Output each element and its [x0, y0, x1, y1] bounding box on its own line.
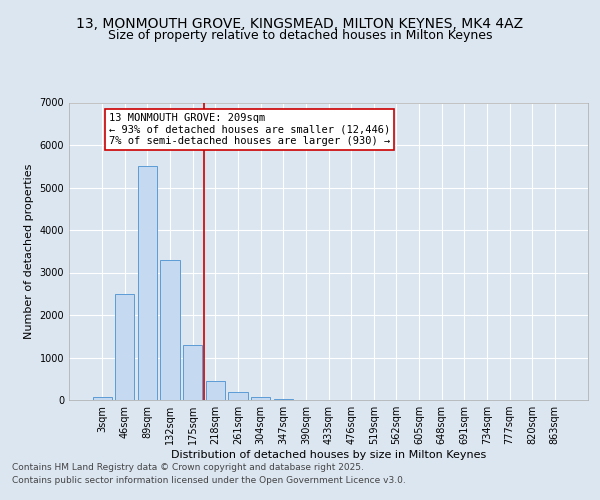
Bar	[206, 381, 225, 400]
Y-axis label: Number of detached properties: Number of detached properties	[24, 164, 34, 339]
Bar	[229, 392, 248, 400]
Text: 13 MONMOUTH GROVE: 209sqm
← 93% of detached houses are smaller (12,446)
7% of se: 13 MONMOUTH GROVE: 209sqm ← 93% of detac…	[109, 113, 390, 146]
Bar	[115, 294, 134, 400]
Bar	[138, 166, 157, 400]
Bar	[160, 260, 180, 400]
Text: 13, MONMOUTH GROVE, KINGSMEAD, MILTON KEYNES, MK4 4AZ: 13, MONMOUTH GROVE, KINGSMEAD, MILTON KE…	[76, 18, 524, 32]
Bar	[274, 398, 293, 400]
X-axis label: Distribution of detached houses by size in Milton Keynes: Distribution of detached houses by size …	[171, 450, 486, 460]
Bar	[251, 397, 270, 400]
Text: Size of property relative to detached houses in Milton Keynes: Size of property relative to detached ho…	[108, 29, 492, 42]
Bar	[92, 398, 112, 400]
Text: Contains public sector information licensed under the Open Government Licence v3: Contains public sector information licen…	[12, 476, 406, 485]
Text: Contains HM Land Registry data © Crown copyright and database right 2025.: Contains HM Land Registry data © Crown c…	[12, 462, 364, 471]
Bar	[183, 345, 202, 400]
